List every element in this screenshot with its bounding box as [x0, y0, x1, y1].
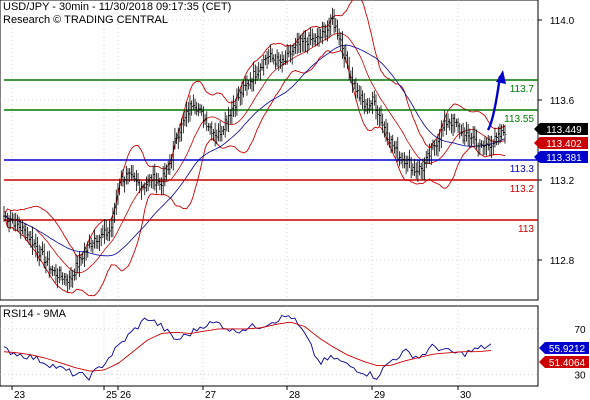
price-tag-pointer	[534, 137, 540, 149]
arrow-head	[496, 70, 506, 84]
rsi-signal-line	[3, 321, 492, 372]
x-tick-label: 28	[289, 390, 301, 400]
axes: 112.8 113.2 113.6 114.0 30 70 23 25 26 27 28 29 30	[11, 16, 586, 400]
price-tag-label: 113.381	[546, 153, 582, 164]
x-tick-label: 30	[460, 390, 472, 400]
y-tick-label: 114.0	[550, 16, 575, 27]
y-tick-label: 113.2	[550, 176, 575, 187]
chart-title: USD/JPY - 30min - 11/30/2018 09:17:35 (C…	[3, 1, 232, 13]
price-tag-red	[540, 137, 588, 149]
price-bars	[2, 7, 507, 293]
price-tag-label: 113.402	[546, 139, 582, 150]
x-tick-label: 25	[106, 390, 118, 400]
price-tag-pointer	[534, 151, 540, 163]
level-label-113.3: 113.3	[510, 164, 535, 175]
price-tag-black	[540, 123, 588, 135]
rsi-tag-pointer	[539, 356, 545, 368]
price-tag-label: 113.449	[546, 125, 582, 136]
support-resistance-levels: 113.7 113.55 113.3 113.2 113	[4, 79, 538, 235]
rsi-tag-label: 55.9212	[549, 344, 586, 355]
rsi-tag-red	[545, 356, 589, 368]
y-tick-label: 113.6	[550, 96, 575, 107]
bollinger-upper	[3, 0, 506, 257]
level-label-113.55: 113.55	[504, 114, 534, 125]
rsi-y-tick-label: 30	[574, 371, 586, 382]
arrow-shaft	[486, 75, 502, 131]
price-tag-pointer	[534, 123, 540, 135]
rsi-lines	[3, 314, 492, 381]
rsi-tag-label: 51.4064	[549, 358, 586, 369]
bollinger-lower	[3, 49, 506, 297]
level-label-113.2: 113.2	[510, 184, 535, 195]
rsi-line	[3, 314, 492, 381]
price-panel-frame	[0, 0, 539, 301]
x-tick-label: 26	[120, 390, 132, 400]
rsi-panel-frame	[0, 305, 539, 387]
price-tag-blue	[540, 151, 588, 163]
rsi-tag-pointer	[539, 342, 545, 354]
chart-source: Research © TRADING CENTRAL	[3, 14, 168, 26]
rsi-y-tick-label: 70	[574, 325, 586, 336]
y-tick-label: 112.8	[550, 256, 575, 267]
x-tick-label: 27	[205, 390, 217, 400]
rsi-title: RSI14 - 9MA	[3, 308, 66, 320]
price-tags: 113.449 113.402 113.381 55.9212 51.4064	[534, 123, 589, 369]
rsi-tag-blue	[545, 342, 589, 354]
forecast-arrow	[486, 70, 506, 131]
x-tick-label: 29	[374, 390, 386, 400]
level-label-113: 113	[518, 224, 534, 235]
x-tick-label: 23	[14, 390, 26, 400]
level-label-113.7: 113.7	[510, 84, 535, 95]
